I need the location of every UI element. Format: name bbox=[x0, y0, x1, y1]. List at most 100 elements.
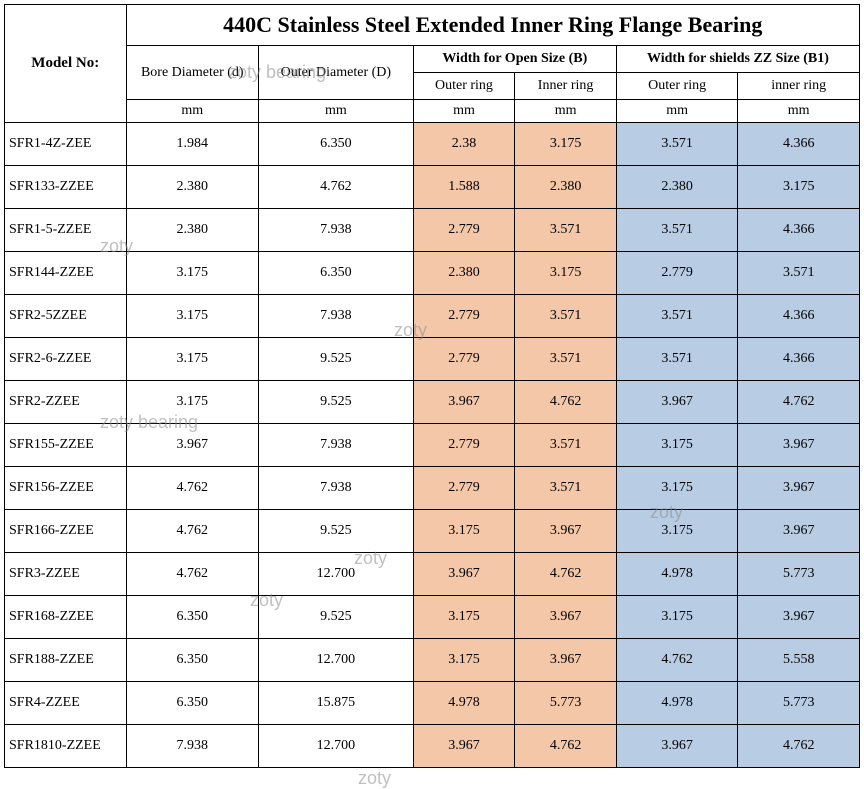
cell-open-inner: 4.762 bbox=[515, 553, 617, 596]
cell-open-outer: 4.978 bbox=[413, 682, 515, 725]
cell-open-outer: 3.967 bbox=[413, 553, 515, 596]
unit-open-outer: mm bbox=[413, 100, 515, 123]
cell-shield-inner: 3.967 bbox=[738, 596, 860, 639]
cell-shield-inner: 4.762 bbox=[738, 725, 860, 768]
cell-open-outer: 2.38 bbox=[413, 123, 515, 166]
header-open-group: Width for Open Size (B) bbox=[413, 46, 616, 73]
cell-outer: 12.700 bbox=[259, 639, 414, 682]
cell-bore: 4.762 bbox=[126, 510, 259, 553]
table-row: SFR2-6-ZZEE3.1759.5252.7793.5713.5714.36… bbox=[5, 338, 860, 381]
cell-outer: 9.525 bbox=[259, 381, 414, 424]
cell-shield-inner: 5.773 bbox=[738, 682, 860, 725]
cell-open-inner: 3.967 bbox=[515, 510, 617, 553]
cell-outer: 6.350 bbox=[259, 252, 414, 295]
cell-bore: 6.350 bbox=[126, 682, 259, 725]
cell-shield-inner: 4.366 bbox=[738, 295, 860, 338]
table-body: SFR1-4Z-ZEE1.9846.3502.383.1753.5714.366… bbox=[5, 123, 860, 768]
cell-open-outer: 3.967 bbox=[413, 725, 515, 768]
cell-shield-outer: 4.978 bbox=[616, 553, 738, 596]
cell-open-inner: 4.762 bbox=[515, 725, 617, 768]
cell-open-outer: 2.380 bbox=[413, 252, 515, 295]
cell-model: SFR1810-ZZEE bbox=[5, 725, 127, 768]
cell-shield-outer: 4.762 bbox=[616, 639, 738, 682]
cell-bore: 3.175 bbox=[126, 338, 259, 381]
header-open-inner-ring: Inner ring bbox=[515, 73, 617, 100]
cell-shield-outer: 2.779 bbox=[616, 252, 738, 295]
cell-open-outer: 3.175 bbox=[413, 510, 515, 553]
cell-open-inner: 3.571 bbox=[515, 209, 617, 252]
cell-open-outer: 2.779 bbox=[413, 295, 515, 338]
cell-open-inner: 4.762 bbox=[515, 381, 617, 424]
cell-outer: 7.938 bbox=[259, 209, 414, 252]
cell-shield-outer: 3.967 bbox=[616, 381, 738, 424]
bearing-table: Model No: 440C Stainless Steel Extended … bbox=[4, 4, 860, 768]
cell-shield-inner: 3.967 bbox=[738, 510, 860, 553]
cell-open-inner: 3.571 bbox=[515, 467, 617, 510]
cell-open-inner: 3.175 bbox=[515, 252, 617, 295]
table-row: SFR133-ZZEE2.3804.7621.5882.3802.3803.17… bbox=[5, 166, 860, 209]
cell-outer: 9.525 bbox=[259, 596, 414, 639]
cell-shield-inner: 5.773 bbox=[738, 553, 860, 596]
cell-shield-outer: 2.380 bbox=[616, 166, 738, 209]
cell-open-outer: 3.175 bbox=[413, 639, 515, 682]
table-row: SFR1-5-ZZEE2.3807.9382.7793.5713.5714.36… bbox=[5, 209, 860, 252]
cell-model: SFR133-ZZEE bbox=[5, 166, 127, 209]
cell-outer: 7.938 bbox=[259, 424, 414, 467]
table-row: SFR156-ZZEE4.7627.9382.7793.5713.1753.96… bbox=[5, 467, 860, 510]
cell-shield-outer: 3.571 bbox=[616, 295, 738, 338]
header-open-outer-ring: Outer ring bbox=[413, 73, 515, 100]
cell-shield-outer: 3.175 bbox=[616, 510, 738, 553]
cell-model: SFR2-ZZEE bbox=[5, 381, 127, 424]
cell-shield-outer: 3.571 bbox=[616, 209, 738, 252]
cell-bore: 3.175 bbox=[126, 381, 259, 424]
cell-outer: 4.762 bbox=[259, 166, 414, 209]
cell-outer: 15.875 bbox=[259, 682, 414, 725]
cell-model: SFR144-ZZEE bbox=[5, 252, 127, 295]
cell-outer: 9.525 bbox=[259, 338, 414, 381]
table-row: SFR1-4Z-ZEE1.9846.3502.383.1753.5714.366 bbox=[5, 123, 860, 166]
cell-shield-inner: 5.558 bbox=[738, 639, 860, 682]
cell-shield-inner: 4.366 bbox=[738, 209, 860, 252]
cell-shield-inner: 3.571 bbox=[738, 252, 860, 295]
cell-bore: 2.380 bbox=[126, 209, 259, 252]
cell-shield-inner: 3.175 bbox=[738, 166, 860, 209]
unit-open-inner: mm bbox=[515, 100, 617, 123]
cell-shield-outer: 3.175 bbox=[616, 424, 738, 467]
cell-model: SFR168-ZZEE bbox=[5, 596, 127, 639]
cell-shield-outer: 3.571 bbox=[616, 123, 738, 166]
cell-model: SFR188-ZZEE bbox=[5, 639, 127, 682]
cell-open-inner: 3.967 bbox=[515, 639, 617, 682]
header-model: Model No: bbox=[5, 5, 127, 123]
cell-outer: 12.700 bbox=[259, 725, 414, 768]
table-row: SFR188-ZZEE6.35012.7003.1753.9674.7625.5… bbox=[5, 639, 860, 682]
cell-open-inner: 3.571 bbox=[515, 338, 617, 381]
cell-shield-inner: 4.366 bbox=[738, 123, 860, 166]
cell-shield-inner: 3.967 bbox=[738, 424, 860, 467]
table-row: SFR2-5ZZEE3.1757.9382.7793.5713.5714.366 bbox=[5, 295, 860, 338]
watermark-text: zoty bbox=[358, 768, 391, 789]
cell-outer: 12.700 bbox=[259, 553, 414, 596]
cell-model: SFR4-ZZEE bbox=[5, 682, 127, 725]
cell-open-outer: 2.779 bbox=[413, 467, 515, 510]
header-shield-group: Width for shields ZZ Size (B1) bbox=[616, 46, 859, 73]
cell-outer: 7.938 bbox=[259, 467, 414, 510]
cell-bore: 3.175 bbox=[126, 295, 259, 338]
cell-bore: 4.762 bbox=[126, 467, 259, 510]
cell-model: SFR155-ZZEE bbox=[5, 424, 127, 467]
table-row: SFR3-ZZEE4.76212.7003.9674.7624.9785.773 bbox=[5, 553, 860, 596]
cell-open-inner: 3.175 bbox=[515, 123, 617, 166]
cell-open-inner: 2.380 bbox=[515, 166, 617, 209]
cell-shield-inner: 4.762 bbox=[738, 381, 860, 424]
cell-model: SFR3-ZZEE bbox=[5, 553, 127, 596]
cell-shield-inner: 4.366 bbox=[738, 338, 860, 381]
table-row: SFR155-ZZEE3.9677.9382.7793.5713.1753.96… bbox=[5, 424, 860, 467]
cell-bore: 4.762 bbox=[126, 553, 259, 596]
table-title: 440C Stainless Steel Extended Inner Ring… bbox=[126, 5, 860, 46]
cell-bore: 7.938 bbox=[126, 725, 259, 768]
table-row: SFR4-ZZEE6.35015.8754.9785.7734.9785.773 bbox=[5, 682, 860, 725]
cell-shield-outer: 3.571 bbox=[616, 338, 738, 381]
cell-model: SFR2-6-ZZEE bbox=[5, 338, 127, 381]
cell-bore: 3.175 bbox=[126, 252, 259, 295]
cell-model: SFR1-5-ZZEE bbox=[5, 209, 127, 252]
table-row: SFR1810-ZZEE7.93812.7003.9674.7623.9674.… bbox=[5, 725, 860, 768]
